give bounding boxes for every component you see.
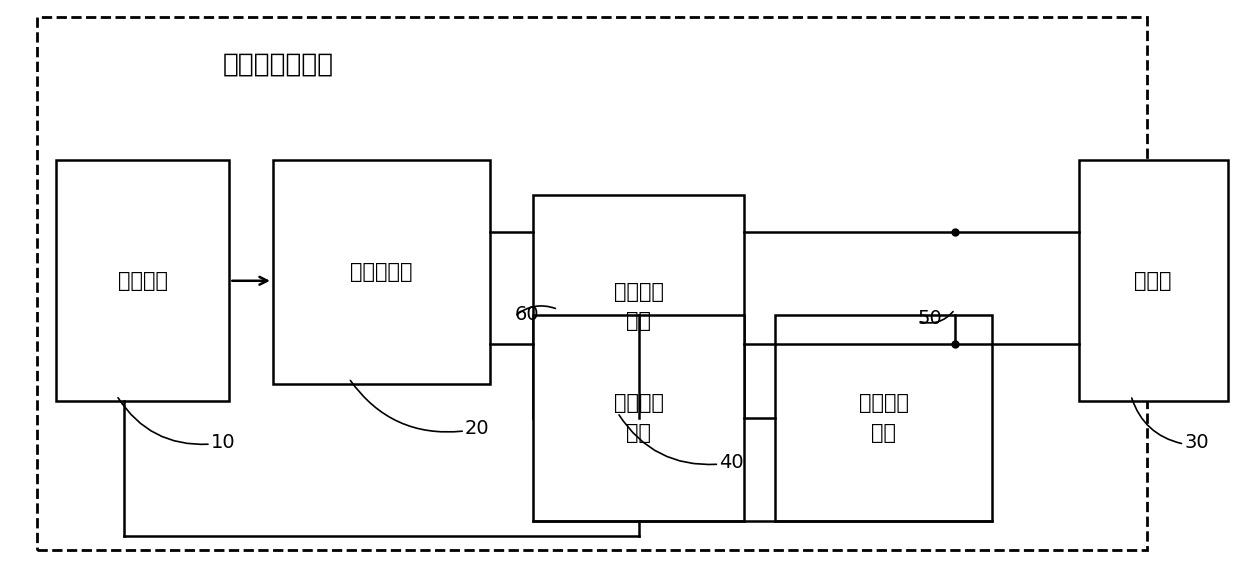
- Bar: [273, 160, 490, 384]
- Bar: [533, 195, 744, 418]
- Bar: [37, 17, 1147, 550]
- Bar: [1079, 160, 1228, 401]
- Text: 电流检测
电路: 电流检测 电路: [614, 282, 663, 331]
- Bar: [775, 315, 992, 521]
- Text: 60: 60: [515, 305, 539, 324]
- Text: 20: 20: [465, 419, 490, 438]
- Text: 10: 10: [211, 433, 236, 452]
- Text: 扬声器: 扬声器: [1135, 271, 1172, 291]
- Text: 30: 30: [1184, 433, 1209, 452]
- Text: 模数转换
电路: 模数转换 电路: [614, 394, 663, 443]
- Text: 50: 50: [918, 309, 942, 328]
- Text: 扬声器控制电路: 扬声器控制电路: [223, 52, 335, 77]
- Text: 功率放大器: 功率放大器: [350, 262, 413, 282]
- Bar: [533, 315, 744, 521]
- Text: 主控单元: 主控单元: [118, 271, 167, 291]
- Text: 40: 40: [719, 453, 744, 472]
- Bar: [56, 160, 229, 401]
- Text: 电压检测
电路: 电压检测 电路: [858, 394, 909, 443]
